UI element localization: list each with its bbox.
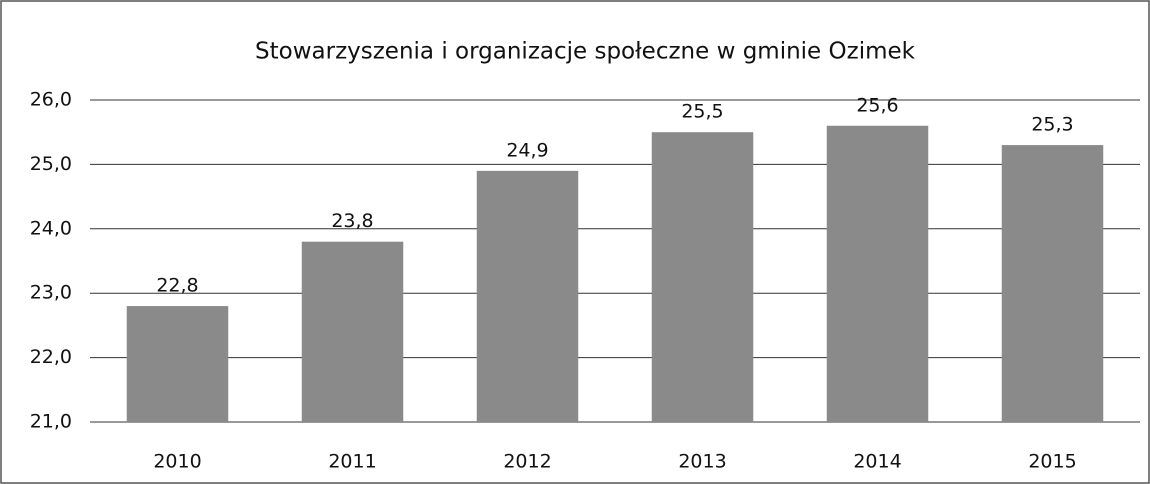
y-tick-label: 26,0 <box>30 89 72 111</box>
data-label: 22,8 <box>156 275 198 297</box>
data-label: 23,8 <box>331 210 373 232</box>
bar <box>476 170 579 422</box>
x-tick-label: 2011 <box>328 451 376 473</box>
x-tick-label: 2015 <box>1028 451 1076 473</box>
bar <box>651 132 754 422</box>
data-label: 25,5 <box>681 101 723 123</box>
x-tick-label: 2014 <box>853 451 901 473</box>
data-label: 25,6 <box>856 94 898 116</box>
y-tick-label: 23,0 <box>30 282 72 304</box>
x-tick-label: 2012 <box>503 451 551 473</box>
chart-title: Stowarzyszenia i organizacje społeczne w… <box>255 39 916 65</box>
bar <box>1001 145 1104 422</box>
bar <box>126 306 229 422</box>
data-label: 24,9 <box>506 139 548 161</box>
bar <box>826 125 929 422</box>
y-tick-label: 25,0 <box>30 153 72 175</box>
bar <box>301 241 404 422</box>
data-label: 25,3 <box>1031 114 1073 136</box>
x-tick-label: 2010 <box>153 451 201 473</box>
x-tick-label: 2013 <box>678 451 726 473</box>
y-tick-label: 24,0 <box>30 217 72 239</box>
y-tick-label: 22,0 <box>30 346 72 368</box>
y-tick-label: 21,0 <box>30 411 72 433</box>
